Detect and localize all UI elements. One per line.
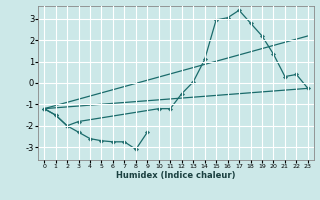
- X-axis label: Humidex (Indice chaleur): Humidex (Indice chaleur): [116, 171, 236, 180]
